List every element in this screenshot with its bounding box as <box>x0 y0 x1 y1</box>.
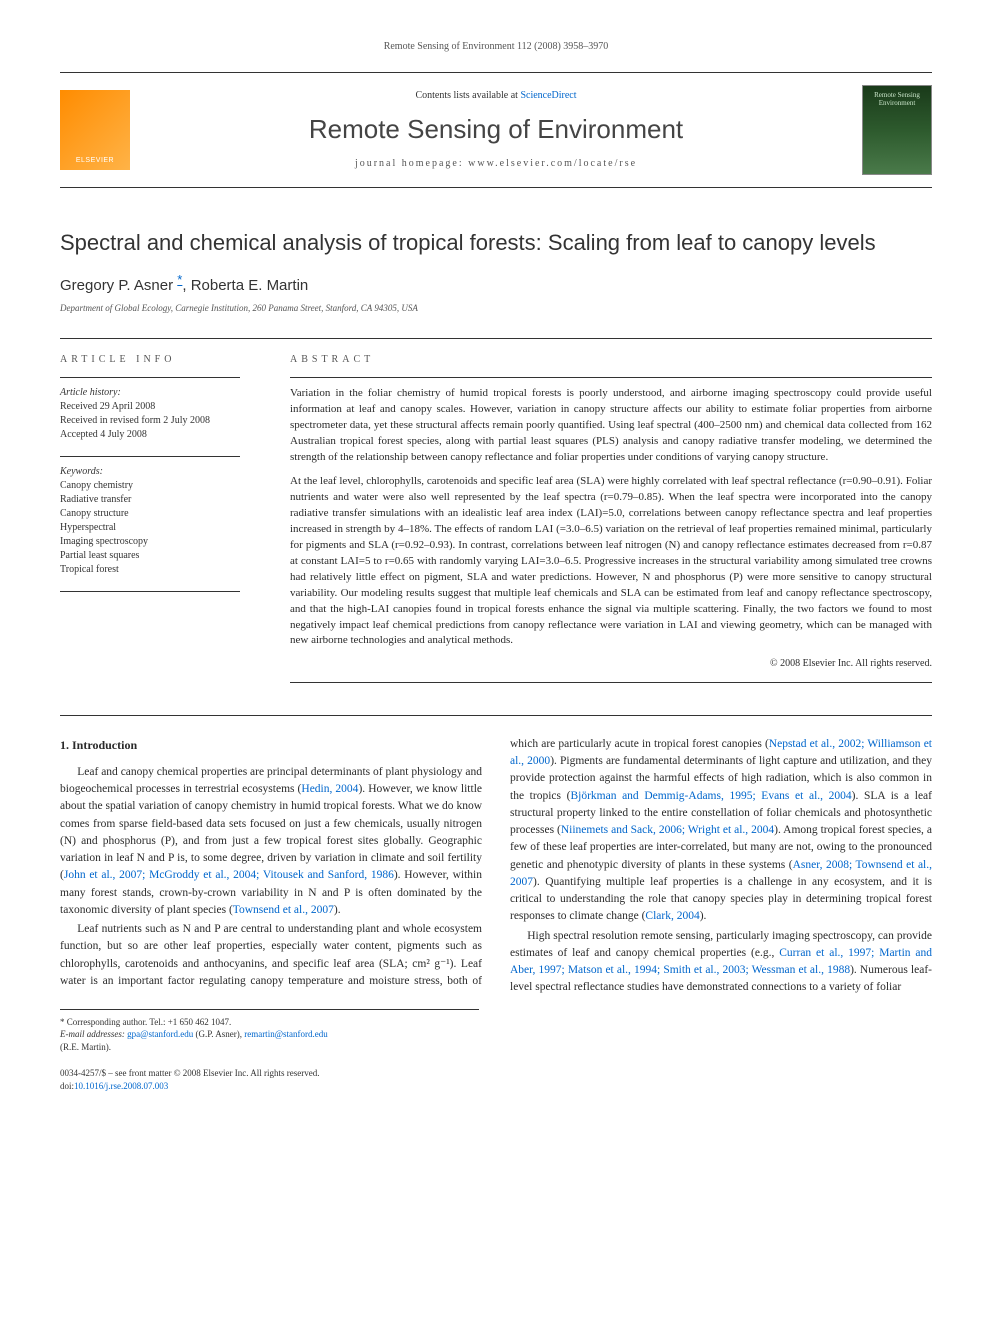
history-revised: Received in revised form 2 July 2008 <box>60 414 260 428</box>
abstract-copyright: © 2008 Elsevier Inc. All rights reserved… <box>290 657 932 672</box>
journal-cover-thumb: Remote Sensing Environment <box>862 85 932 175</box>
citation-link[interactable]: Björkman and Demmig-Adams, 1995; Evans e… <box>570 790 851 802</box>
email-who: (G.P. Asner), <box>193 1029 244 1039</box>
keyword: Imaging spectroscopy <box>60 535 260 549</box>
meta-row: ARTICLE INFO Article history: Received 2… <box>60 338 932 691</box>
keyword: Radiative transfer <box>60 493 260 507</box>
citation-link[interactable]: Niinemets and Sack, 2006; Wright et al.,… <box>561 824 774 836</box>
authors-text: Gregory P. Asner <box>60 277 173 294</box>
contents-prefix: Contents lists available at <box>415 90 520 101</box>
homepage-line: journal homepage: www.elsevier.com/locat… <box>130 157 862 171</box>
article-title: Spectral and chemical analysis of tropic… <box>60 228 932 259</box>
affiliation: Department of Global Ecology, Carnegie I… <box>60 302 932 315</box>
front-matter-line: 0034-4257/$ – see front matter © 2008 El… <box>60 1067 320 1080</box>
page-footer: 0034-4257/$ – see front matter © 2008 El… <box>60 1067 932 1092</box>
text: ). However, we know little about the spa… <box>60 783 482 881</box>
keyword: Canopy chemistry <box>60 479 260 493</box>
email-link[interactable]: remartin@stanford.edu <box>244 1029 328 1039</box>
sciencedirect-link[interactable]: ScienceDirect <box>520 90 576 101</box>
text: ). <box>334 904 341 916</box>
homepage-prefix: journal homepage: <box>355 158 468 169</box>
divider <box>290 377 932 378</box>
citation-link[interactable]: Clark, 2004 <box>645 910 699 922</box>
journal-name: Remote Sensing of Environment <box>130 111 862 147</box>
history-received: Received 29 April 2008 <box>60 400 260 414</box>
divider <box>60 377 240 378</box>
divider <box>60 591 240 592</box>
divider-full <box>60 715 932 716</box>
publisher-logo: ELSEVIER <box>60 90 130 170</box>
doi-prefix: doi: <box>60 1081 74 1091</box>
keywords-list: Canopy chemistry Radiative transfer Cano… <box>60 479 260 577</box>
text: ). <box>700 910 707 922</box>
citation-link[interactable]: Hedin, 2004 <box>301 783 358 795</box>
abstract-text: Variation in the foliar chemistry of hum… <box>290 386 932 672</box>
citation-link[interactable]: Townsend et al., 2007 <box>233 904 334 916</box>
body-text: 1. Introduction Leaf and canopy chemical… <box>60 736 932 997</box>
doi-line: doi:10.1016/j.rse.2008.07.003 <box>60 1080 320 1093</box>
publisher-logo-text: ELSEVIER <box>76 156 114 166</box>
article-info-column: ARTICLE INFO Article history: Received 2… <box>60 353 260 691</box>
doi-link[interactable]: 10.1016/j.rse.2008.07.003 <box>74 1081 168 1091</box>
keywords-label: Keywords: <box>60 465 260 479</box>
abstract-column: ABSTRACT Variation in the foliar chemist… <box>290 353 932 691</box>
keyword: Hyperspectral <box>60 521 260 535</box>
abstract-label: ABSTRACT <box>290 353 932 367</box>
footnotes: * Corresponding author. Tel.: +1 650 462… <box>60 1009 479 1054</box>
running-head: Remote Sensing of Environment 112 (2008)… <box>60 40 932 54</box>
divider <box>60 456 240 457</box>
authors-text-2: , Roberta E. Martin <box>182 277 308 294</box>
authors-line: Gregory P. Asner *, Roberta E. Martin <box>60 271 932 296</box>
masthead-center: Contents lists available at ScienceDirec… <box>130 89 862 171</box>
keyword: Canopy structure <box>60 507 260 521</box>
history-accepted: Accepted 4 July 2008 <box>60 428 260 442</box>
email-link[interactable]: gpa@stanford.edu <box>127 1029 193 1039</box>
journal-cover-text: Remote Sensing Environment <box>863 92 931 107</box>
footer-left: 0034-4257/$ – see front matter © 2008 El… <box>60 1067 320 1092</box>
journal-masthead: ELSEVIER Contents lists available at Sci… <box>60 72 932 188</box>
email-label: E-mail addresses: <box>60 1029 127 1039</box>
keywords-block: Keywords: Canopy chemistry Radiative tra… <box>60 465 260 577</box>
body-p3: High spectral resolution remote sensing,… <box>510 928 932 997</box>
text: ). Quantifying multiple leaf properties … <box>510 876 932 923</box>
article-info-label: ARTICLE INFO <box>60 353 260 367</box>
homepage-url: www.elsevier.com/locate/rse <box>468 158 637 169</box>
divider <box>290 682 932 683</box>
keyword: Tropical forest <box>60 563 260 577</box>
email-line: E-mail addresses: gpa@stanford.edu (G.P.… <box>60 1028 479 1041</box>
intro-heading: 1. Introduction <box>60 736 482 754</box>
corresponding-author-note: * Corresponding author. Tel.: +1 650 462… <box>60 1016 479 1029</box>
citation-link[interactable]: John et al., 2007; McGroddy et al., 2004… <box>64 869 394 881</box>
contents-line: Contents lists available at ScienceDirec… <box>130 89 862 103</box>
abstract-p1: Variation in the foliar chemistry of hum… <box>290 386 932 466</box>
keyword: Partial least squares <box>60 549 260 563</box>
article-history: Article history: Received 29 April 2008 … <box>60 386 260 442</box>
email-who-2: (R.E. Martin). <box>60 1041 479 1054</box>
abstract-p2: At the leaf level, chlorophylls, caroten… <box>290 474 932 649</box>
history-label: Article history: <box>60 386 260 400</box>
body-p1: Leaf and canopy chemical properties are … <box>60 764 482 919</box>
